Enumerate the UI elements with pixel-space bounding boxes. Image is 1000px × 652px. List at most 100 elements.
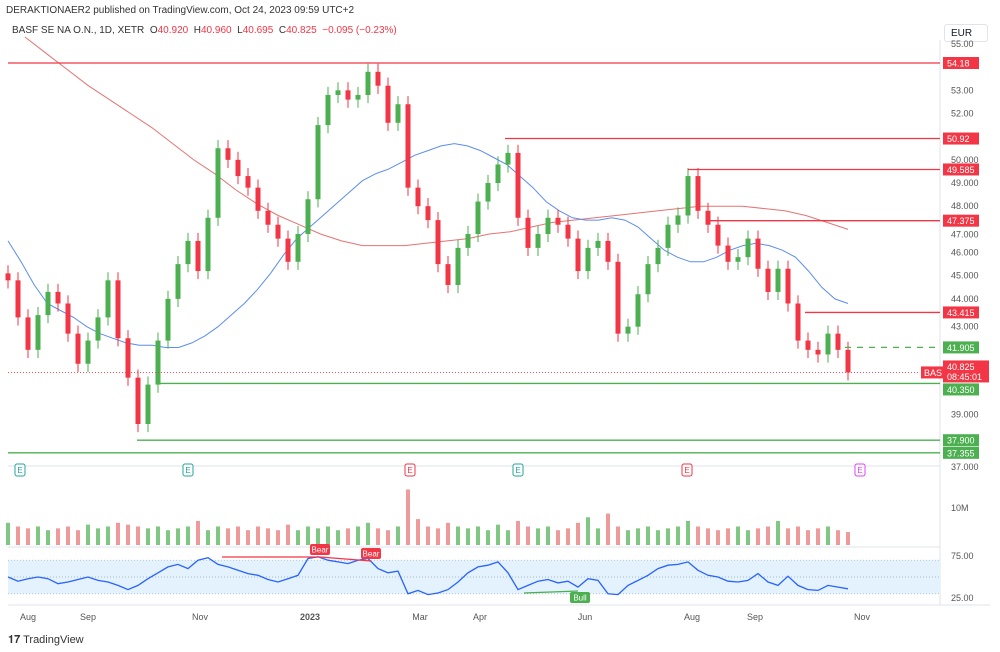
- candle-body: [235, 159, 241, 177]
- volume-bar: [826, 526, 830, 545]
- volume-bar: [346, 528, 350, 545]
- candle-body: [675, 215, 681, 225]
- candle-body: [665, 224, 671, 248]
- level-price-text: 47.375: [947, 216, 975, 226]
- volume-bar: [396, 526, 400, 545]
- time-tick: Apr: [473, 612, 487, 622]
- candle-body: [805, 340, 811, 350]
- volume-bar: [796, 526, 800, 545]
- level-price-label: [943, 132, 979, 145]
- candle-body: [685, 176, 691, 216]
- time-tick: Aug: [684, 612, 700, 622]
- level-price-label: [943, 163, 979, 176]
- time-tick: Jun: [578, 612, 593, 622]
- earnings-marker: [854, 463, 866, 477]
- candle-body: [485, 183, 491, 202]
- divergence-text: Bull: [573, 594, 587, 603]
- candle-body: [415, 187, 421, 207]
- volume-bar: [846, 532, 850, 545]
- candle-body: [385, 85, 391, 123]
- volume-bar: [6, 522, 10, 545]
- price-tick: 52.00: [951, 109, 974, 119]
- time-tick: Aug: [20, 612, 36, 622]
- candle-body: [115, 280, 121, 339]
- candle-body: [125, 338, 131, 378]
- candle-body: [825, 333, 831, 355]
- last-price-text: 40.825: [947, 362, 975, 372]
- candle-body: [75, 333, 81, 364]
- candle-body: [105, 280, 111, 318]
- price-tick: 55.00: [951, 39, 974, 49]
- volume-bar: [756, 528, 760, 545]
- volume-bar: [356, 526, 360, 545]
- divergence-line: [319, 556, 372, 562]
- symbol-legend: BASF SE NA O.N., 1D, XETR O40.920 H40.96…: [12, 25, 397, 36]
- volume-bar: [636, 528, 640, 545]
- candle-body: [5, 273, 11, 281]
- volume-bar: [786, 528, 790, 545]
- candle-body: [435, 220, 441, 265]
- volume-bar: [586, 517, 590, 545]
- volume-bar: [226, 528, 230, 545]
- candle-body: [155, 340, 161, 385]
- divergence-line: [523, 590, 579, 594]
- volume-bar: [96, 528, 100, 545]
- candle-body: [15, 280, 21, 318]
- price-tick: 49.000: [951, 178, 979, 188]
- candle-body: [195, 240, 201, 272]
- volume-bar: [496, 524, 500, 545]
- candle-body: [645, 264, 651, 295]
- candle-body: [695, 176, 701, 211]
- last-price-label: [943, 360, 989, 383]
- time-tick: Mar: [412, 612, 428, 622]
- volume-bar: [516, 520, 520, 545]
- volume-bar: [306, 526, 310, 545]
- volume-bar: [736, 526, 740, 545]
- price-tick: 46.000: [951, 248, 979, 258]
- candle-body: [585, 247, 591, 272]
- candle-body: [215, 148, 221, 218]
- candle-body: [255, 187, 261, 211]
- candle-body: [715, 224, 721, 246]
- candle-body: [525, 217, 531, 248]
- volume-bar: [176, 528, 180, 545]
- candle-body: [305, 199, 311, 234]
- earnings-letter: E: [684, 466, 689, 475]
- volume-bar: [326, 526, 330, 545]
- volume-bar: [616, 526, 620, 545]
- volume-bar: [76, 530, 80, 545]
- candle-body: [325, 94, 331, 126]
- earnings-marker: [404, 463, 416, 477]
- rsi-tick: 25.00: [951, 593, 974, 603]
- volume-bar: [46, 530, 50, 545]
- level-price-text: 49.585: [947, 165, 975, 175]
- candle-body: [775, 268, 781, 292]
- candle-body: [175, 264, 181, 299]
- volume-tick: 10M: [951, 503, 969, 513]
- open-value: 40.920: [157, 25, 189, 36]
- volume-bar: [206, 530, 210, 545]
- volume-bar: [36, 526, 40, 545]
- candle-body: [635, 294, 641, 327]
- volume-bar: [246, 530, 250, 545]
- candle-body: [465, 233, 471, 248]
- price-tick: 50.000: [951, 155, 979, 165]
- published-caption: DERAKTIONAER2 published on TradingView.c…: [6, 5, 355, 16]
- candle-body: [245, 176, 251, 188]
- volume-bar: [296, 530, 300, 545]
- volume-bar: [86, 524, 90, 545]
- candle-body: [505, 152, 511, 165]
- candle-body: [135, 377, 141, 424]
- currency-button[interactable]: EUR: [944, 24, 988, 42]
- level-price-text: 54.18: [947, 58, 970, 68]
- candle-body: [625, 326, 631, 334]
- volume-bar: [166, 530, 170, 545]
- volume-bar: [676, 526, 680, 545]
- time-tick: 2023: [300, 612, 320, 622]
- price-tick: 53.00: [951, 85, 974, 95]
- volume-bar: [836, 530, 840, 545]
- volume-bar: [366, 522, 370, 545]
- candle-body: [535, 233, 541, 248]
- level-price-text: 43.415: [947, 308, 975, 318]
